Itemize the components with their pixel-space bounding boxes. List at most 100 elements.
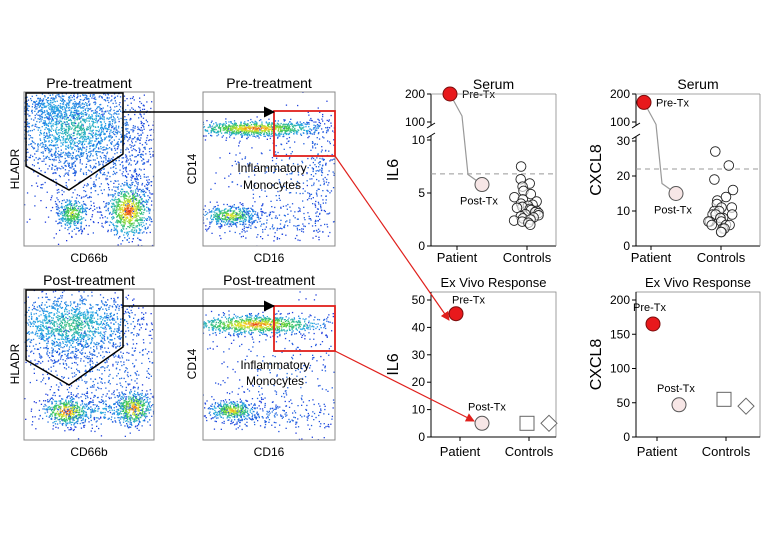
y-tick-label: 150 [610, 327, 630, 341]
post-tx-point [474, 177, 490, 193]
connector-post-tx [334, 350, 475, 422]
flow-panel-posttreatment-cd14: Post-treatment Inflammatory Monocytes CD… [185, 272, 336, 459]
control-point [515, 161, 527, 172]
chart-exvivo-il6: Ex Vivo Response IL6 Patient Controls Pr… [385, 275, 558, 459]
y-tick-label: 200 [405, 87, 425, 101]
x-axis-label: CD66b [70, 251, 108, 265]
y-tick-label: 100 [610, 362, 630, 376]
y-tick-label: 0 [623, 430, 630, 444]
x-category-label: Patient [637, 444, 678, 459]
y-tick-label: 10 [412, 403, 426, 417]
control-point [710, 146, 721, 157]
inflammatory-monocyte-gate [273, 305, 336, 352]
point-label-post-tx: Post-Tx [654, 205, 692, 217]
plot-area: 0 10 20 30 40 50 [412, 291, 558, 444]
chart-serum-il6: Serum IL6 Patient Controls Pre-Tx Post-T… [385, 76, 557, 265]
axis-break-mark [426, 132, 436, 139]
y-tick-label: 40 [412, 320, 426, 334]
control-point [723, 160, 735, 171]
point-label-post-tx: Post-Tx [657, 383, 695, 395]
y-tick-label: 20 [617, 169, 631, 183]
flow-panel-pretreatment-cd14: Pre-treatment Inflammatory Monocytes CD1… [185, 75, 336, 265]
control-point [709, 174, 720, 185]
y-axis-label: IL6 [385, 353, 402, 375]
plot-area: 100 200 0 5 10 [405, 86, 557, 253]
chart-title: Serum [473, 76, 514, 92]
y-tick-label: 10 [412, 133, 426, 147]
y-axis-label: CD14 [185, 153, 199, 184]
pre-tx-point [645, 316, 661, 332]
y-tick-label: 20 [412, 375, 426, 389]
y-tick-label: 200 [610, 293, 630, 307]
flow-panel-title: Post-treatment [223, 272, 315, 288]
x-category-label: Patient [440, 444, 481, 459]
x-axis-label: CD16 [254, 445, 285, 459]
post-tx-point [668, 186, 684, 201]
x-category-label: Controls [503, 250, 552, 265]
point-label-pre-tx: Pre-Tx [462, 89, 496, 101]
plot-frame [23, 91, 155, 247]
pre-tx-point [442, 86, 458, 102]
plot-area: 100 200 0 10 20 30 [610, 87, 761, 253]
control-point-diamond [540, 414, 558, 433]
y-tick-label: 10 [617, 204, 631, 218]
control-point [511, 202, 523, 214]
control-point [706, 219, 718, 231]
post-tx-point [474, 415, 490, 431]
axis-break-mark [631, 133, 641, 140]
x-category-label: Controls [697, 250, 746, 265]
x-category-label: Controls [702, 444, 751, 459]
y-axis-label: CXCL8 [588, 339, 605, 391]
control-point [726, 209, 738, 220]
axis-break-mark [631, 122, 641, 129]
flow-panel-posttreatment-hladr: Post-treatment CD66b HLADR [8, 272, 155, 459]
y-tick-label: 30 [412, 348, 426, 362]
x-category-label: Controls [505, 444, 554, 459]
y-axis-label: HLADR [8, 343, 22, 384]
chart-serum-cxcl8: Serum CXCL8 Patient Controls Pre-Tx Post… [588, 76, 761, 265]
annotation-line-2: Monocytes [243, 178, 301, 192]
chart-title: Ex Vivo Response [441, 275, 547, 290]
flow-panel-title: Post-treatment [43, 272, 135, 288]
flow-panel-title: Pre-treatment [226, 75, 312, 91]
chart-title: Ex Vivo Response [645, 275, 751, 290]
x-axis-label: CD66b [70, 445, 108, 459]
y-tick-label: 30 [617, 134, 631, 148]
x-axis-label: CD16 [254, 251, 285, 265]
y-tick-label: 0 [418, 239, 425, 253]
y-tick-label: 200 [610, 87, 630, 101]
control-point-diamond [737, 397, 755, 415]
y-tick-label: 0 [623, 239, 630, 253]
flow-panel-pretreatment-hladr: Pre-treatment CD66b HLADR [8, 75, 155, 265]
inflammatory-monocyte-gate [273, 110, 336, 157]
control-point [727, 184, 739, 196]
flow-panel-title: Pre-treatment [46, 75, 132, 91]
control-point [720, 191, 732, 203]
post-tx-point [671, 397, 687, 413]
chart-title: Serum [677, 76, 718, 92]
point-label-pre-tx: Pre-Tx [452, 295, 486, 307]
y-tick-label: 100 [610, 115, 630, 129]
y-tick-label: 5 [418, 186, 425, 200]
y-axis-label: IL6 [385, 159, 402, 181]
x-category-label: Patient [631, 250, 672, 265]
y-axis-label: CXCL8 [588, 144, 605, 196]
x-category-label: Patient [437, 250, 478, 265]
annotation-line-2: Monocytes [246, 374, 304, 388]
control-point-square [519, 415, 535, 431]
patient-trajectory [643, 102, 677, 194]
annotation-line-1: Inflammatory [240, 358, 309, 372]
annotation-line-1: Inflammatory [237, 161, 306, 175]
neutrophil-exclusion-gate [25, 289, 124, 386]
patient-trajectory [449, 93, 483, 186]
density-dots [24, 289, 154, 440]
plot-area: 0 50 100 150 200 [610, 291, 761, 444]
y-tick-label: 50 [412, 293, 426, 307]
y-axis-label: HLADR [8, 148, 22, 189]
axis-break-mark [426, 122, 436, 129]
point-label-post-tx: Post-Tx [468, 401, 506, 413]
pre-tx-point [636, 94, 652, 110]
y-tick-label: 0 [418, 430, 425, 444]
y-axis-label: CD14 [185, 348, 199, 379]
